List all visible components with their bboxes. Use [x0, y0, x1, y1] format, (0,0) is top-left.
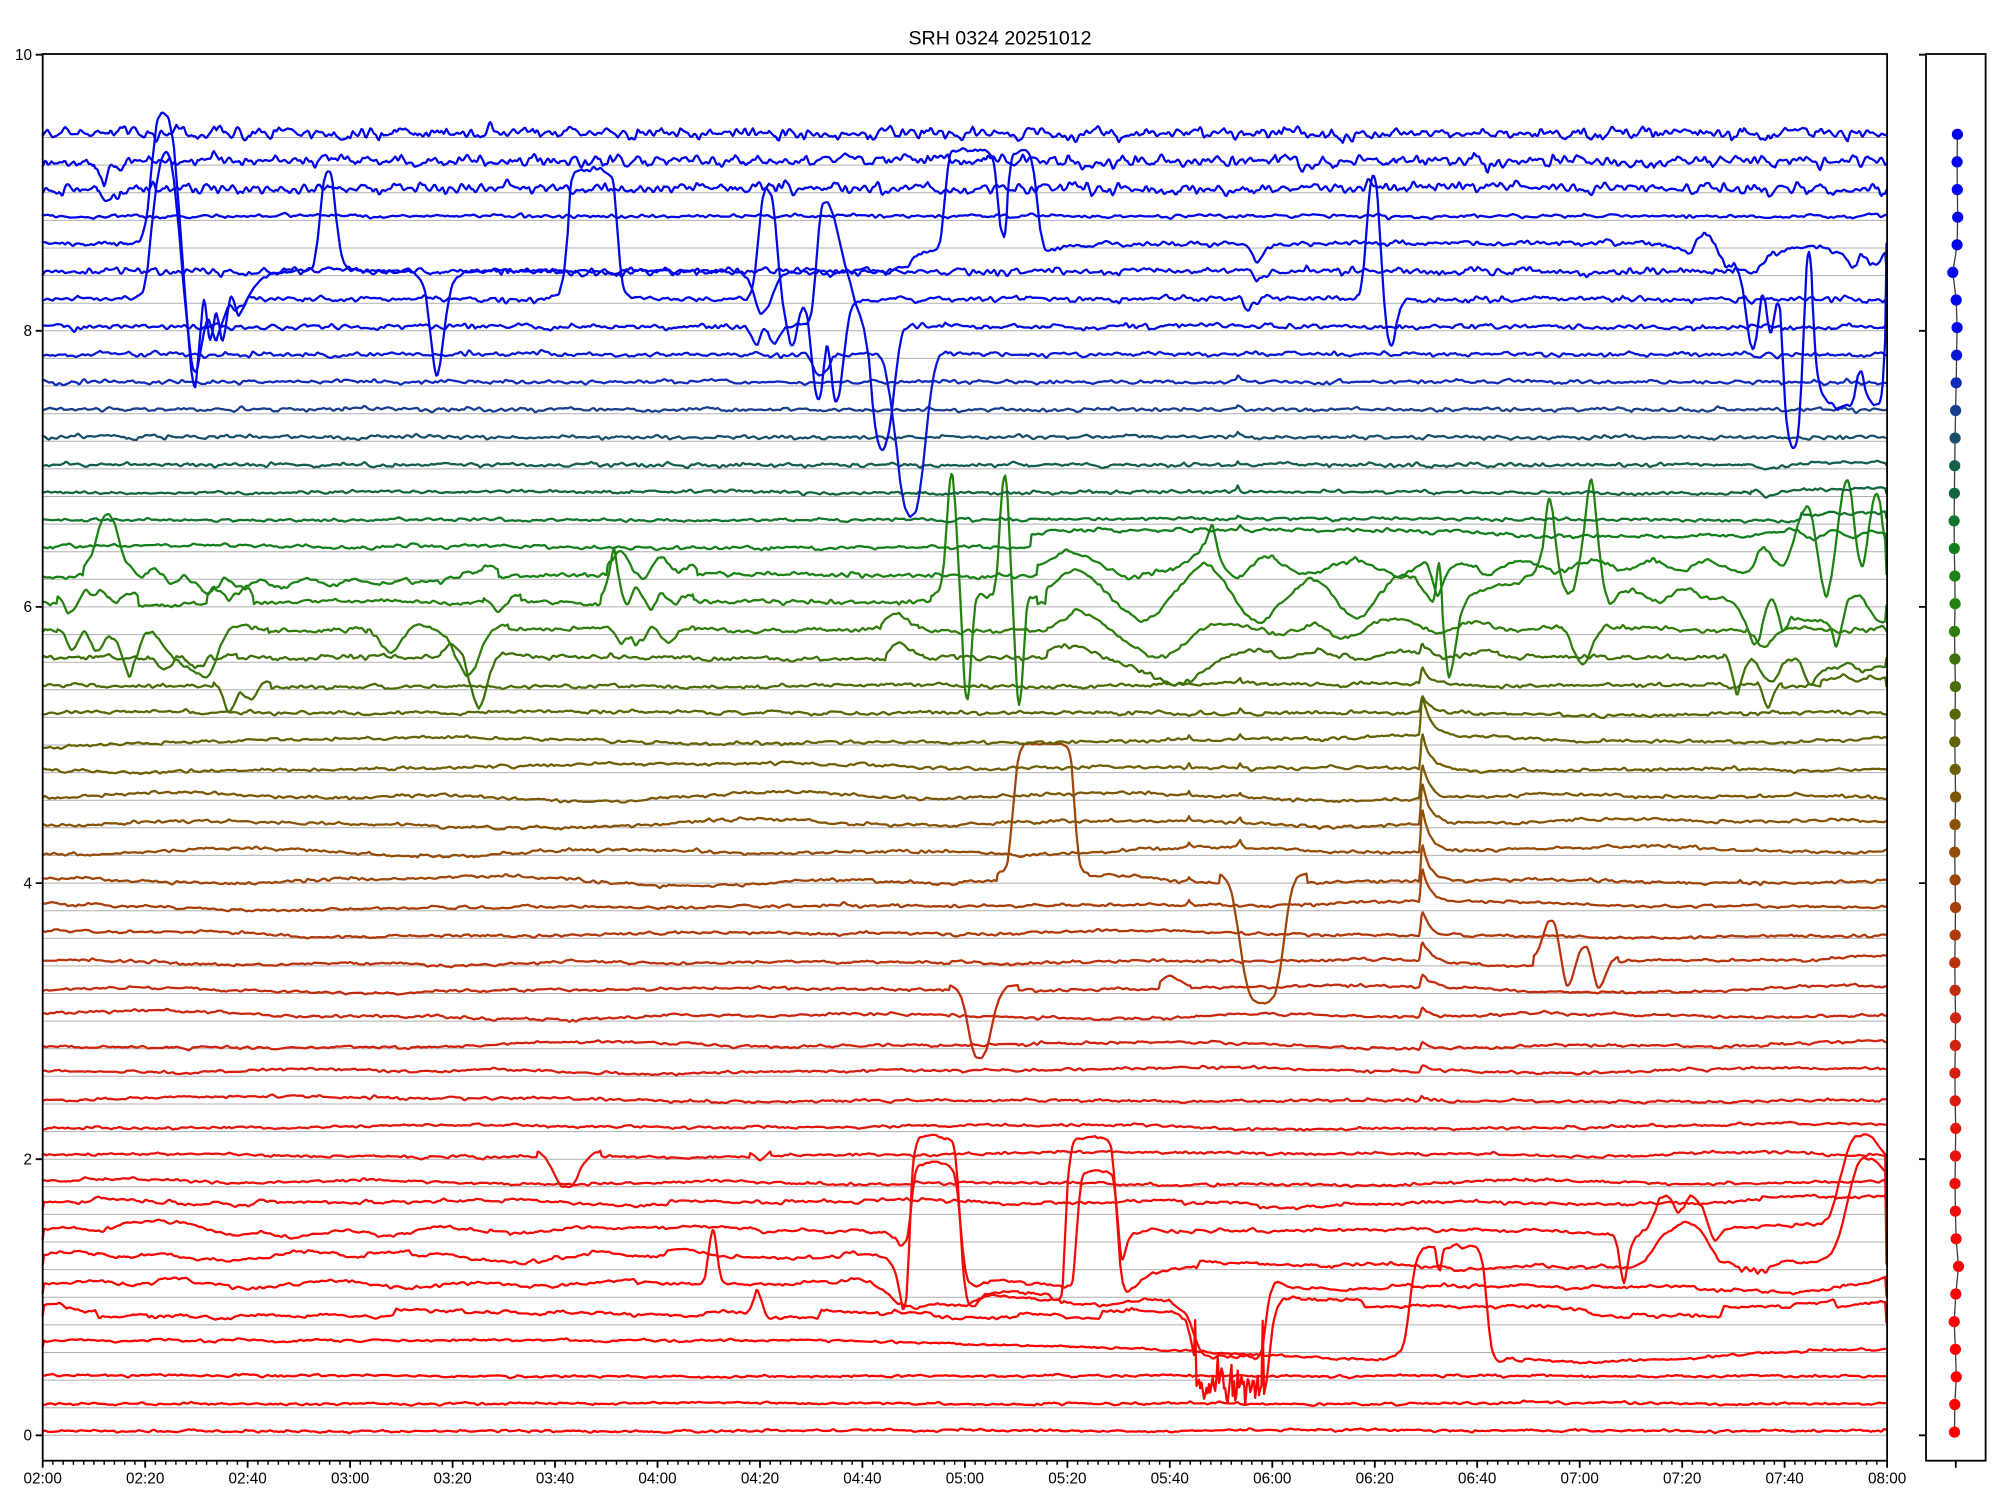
svg-text:02:00: 02:00	[24, 1471, 62, 1488]
svg-text:6: 6	[23, 599, 32, 616]
svg-text:04:00: 04:00	[638, 1471, 676, 1488]
svg-text:10: 10	[15, 47, 32, 64]
svg-text:04:40: 04:40	[843, 1471, 881, 1488]
svg-text:03:00: 03:00	[331, 1471, 369, 1488]
svg-text:02:20: 02:20	[126, 1471, 164, 1488]
svg-text:05:00: 05:00	[946, 1471, 984, 1488]
svg-text:06:00: 06:00	[1253, 1471, 1291, 1488]
svg-text:05:20: 05:20	[1048, 1471, 1086, 1488]
svg-text:4: 4	[23, 875, 32, 892]
svg-text:2: 2	[23, 1152, 32, 1169]
svg-text:07:00: 07:00	[1561, 1471, 1599, 1488]
svg-text:05:40: 05:40	[1151, 1471, 1189, 1488]
svg-text:02:40: 02:40	[228, 1471, 266, 1488]
svg-text:03:40: 03:40	[536, 1471, 574, 1488]
svg-text:04:20: 04:20	[741, 1471, 779, 1488]
svg-text:07:40: 07:40	[1765, 1471, 1803, 1488]
svg-text:03:20: 03:20	[433, 1471, 471, 1488]
svg-text:0: 0	[23, 1428, 32, 1445]
svg-text:SRH 0324 20251012: SRH 0324 20251012	[908, 28, 1091, 50]
svg-text:08:00: 08:00	[1868, 1471, 1906, 1488]
svg-text:06:40: 06:40	[1458, 1471, 1496, 1488]
svg-text:8: 8	[23, 323, 32, 340]
svg-text:06:20: 06:20	[1356, 1471, 1394, 1488]
svg-text:07:20: 07:20	[1663, 1471, 1701, 1488]
